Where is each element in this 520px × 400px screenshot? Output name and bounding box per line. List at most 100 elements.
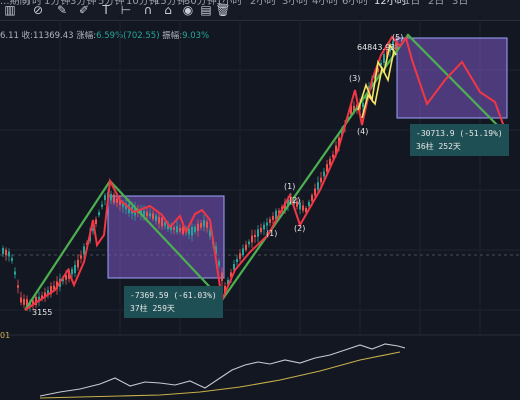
candle-body [32,300,34,305]
candle-body [320,177,322,183]
candle-body [305,208,307,212]
candle-body [119,200,121,205]
trash-icon[interactable]: 🗑 [215,3,231,17]
candle-body [110,193,112,201]
timeframe-9[interactable]: 2小时 [250,0,277,7]
candle-body [350,105,352,115]
eye-icon[interactable]: ◉ [182,3,194,17]
timeframe-15[interactable]: 2日 [428,0,445,7]
layers-icon[interactable]: ▤ [200,3,212,17]
candle-icon[interactable]: ▥ [4,3,16,17]
timeframe-12[interactable]: 6小时 [342,0,369,7]
change-value: 6.59%(702.55) [96,31,160,41]
timeframe-6[interactable]: 15分钟 [154,0,187,7]
candle-body [278,210,280,214]
chart-toolbar: ▥ ⊘ ✎ ✐ T ⊢ ∩ ⌂ ◉ ▤ 🗑 [0,0,520,21]
timeframe-13[interactable]: 12小时 [374,0,407,7]
candle-body [83,246,85,255]
candle-body [239,253,241,259]
candle-body [287,199,289,207]
candle-body [353,105,355,112]
timeframe-10[interactable]: 3小时 [282,0,309,7]
measure-label-1-line1: -7369.59 (-61.03%) [130,291,217,300]
candle-body [248,241,250,245]
candle-body [20,297,22,303]
candle-body [224,285,226,295]
lock-icon[interactable]: ⌂ [164,3,172,17]
timeframe-14[interactable]: 1日 [404,0,421,7]
change-label: 涨幅: [76,31,97,41]
candle-body [338,137,340,147]
timeframe-16[interactable]: 3日 [452,0,469,7]
candle-body [269,219,271,223]
candle-body [158,216,160,224]
candle-body [395,42,397,50]
candle-body [335,145,337,155]
candle-body [41,295,43,299]
wave-line-red-1 [24,177,223,311]
candle-body [2,248,4,254]
candle-body [197,223,199,231]
candle-body [380,62,382,66]
measure-label-2-line2: 36柱 252天 [416,142,461,151]
timeframe-11[interactable]: 4小时 [312,0,339,7]
candle-body [392,41,394,49]
candle-body [98,212,100,216]
candle-body [152,213,154,220]
indicator-line-yellow [39,351,401,399]
candle-body [161,217,163,227]
candle-body [149,213,151,217]
candle-body [206,221,208,228]
compare-icon[interactable]: ⊘ [32,3,44,17]
timeframe-2[interactable]: 1分钟 [44,0,71,7]
candle-body [176,226,178,233]
timeframe-7[interactable]: 30分钟 [184,0,217,7]
candle-body [53,285,55,290]
candle-body [104,195,106,201]
timeframe-1[interactable]: 分时 [22,0,42,7]
candle-body [275,210,277,220]
brush-icon[interactable]: ✎ [56,3,68,17]
candle-body [77,259,79,268]
measure-label-2-line1: -30713.9 (-51.19%) [416,129,503,138]
candle-body [326,164,328,172]
candle-body [329,158,331,166]
candle-body [245,244,247,251]
timeframe-5[interactable]: 10分钟 [126,0,159,7]
text-icon[interactable]: T [102,3,110,17]
candle-body [5,249,7,256]
measure-icon[interactable]: ⊢ [120,3,132,17]
wave-label-1a: (1) [284,182,296,191]
timeframe-8[interactable]: 1小时 [216,0,243,7]
pencil-icon[interactable]: ✐ [78,3,90,17]
candle-body [95,219,97,224]
candle-body [65,274,67,280]
candle-body [182,226,184,234]
candle-body [173,227,175,230]
candle-body [113,194,115,203]
magnet-icon[interactable]: ∩ [143,3,153,17]
low-price-label: 3155 [32,308,53,317]
candle-body [230,272,232,277]
candle-body [14,271,16,275]
candle-body [23,298,25,305]
candle-body [143,210,145,216]
candle-body [167,223,169,230]
indicator-line-white [39,343,406,397]
candle-body [233,263,235,271]
candle-body [116,198,118,203]
wave-line-yellow-2 [361,49,395,119]
amplitude-label: 振幅: [162,31,183,41]
candle-body [311,195,313,201]
timeframe-0[interactable]: ...期间 [0,0,30,7]
candle-body [227,280,229,285]
timeframe-3[interactable]: 3分钟 [70,0,97,7]
candle-body [302,205,304,211]
candle-body [8,251,10,257]
candle-body [215,246,217,254]
candle-body [257,229,259,237]
timeframe-4[interactable]: 5分钟 [98,0,125,7]
candle-body [383,54,385,63]
